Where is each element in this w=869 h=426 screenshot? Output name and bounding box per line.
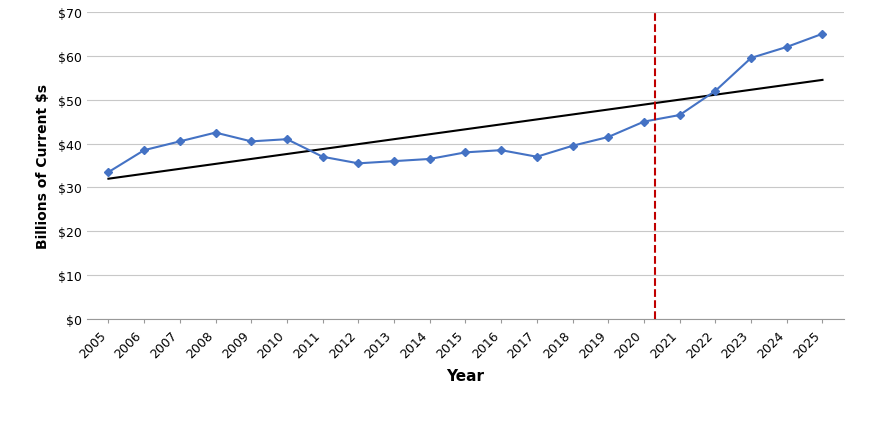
X-axis label: Year: Year [446,368,484,383]
Y-axis label: Billions of Current $s: Billions of Current $s [36,84,50,248]
